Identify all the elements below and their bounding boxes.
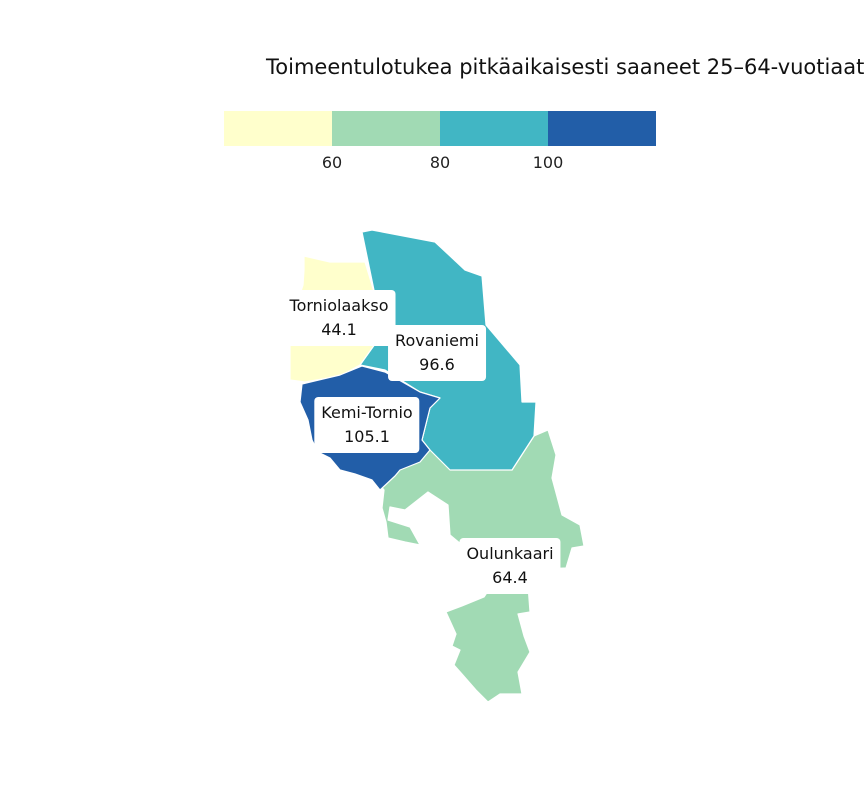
region-value: 44.1 (321, 320, 357, 339)
region-value: 105.1 (344, 427, 390, 446)
region-value: 64.4 (492, 568, 528, 587)
region-label-oulunkaari: Oulunkaari 64.4 (459, 538, 561, 594)
legend-swatch-3 (440, 111, 548, 146)
region-name: Oulunkaari (466, 544, 554, 563)
region-label-rovaniemi: Rovaniemi 96.6 (388, 325, 486, 381)
legend-tick-60: 60 (321, 153, 343, 172)
region-name: Rovaniemi (395, 331, 479, 350)
region-value: 96.6 (419, 355, 455, 374)
legend-tick-80: 80 (429, 153, 451, 172)
legend-swatch-2 (332, 111, 440, 146)
region-label-kemi-tornio: Kemi-Tornio 105.1 (314, 397, 420, 453)
legend-swatch-1 (224, 111, 332, 146)
legend-tick-100: 100 (532, 153, 564, 172)
region-label-torniolaakso: Torniolaakso 44.1 (282, 290, 396, 346)
legend-swatch-4 (548, 111, 656, 146)
region-name: Torniolaakso (289, 296, 389, 315)
region-name: Kemi-Tornio (321, 403, 413, 422)
page-title: Toimeentulotukea pitkäaikaisesti saaneet… (266, 55, 864, 79)
